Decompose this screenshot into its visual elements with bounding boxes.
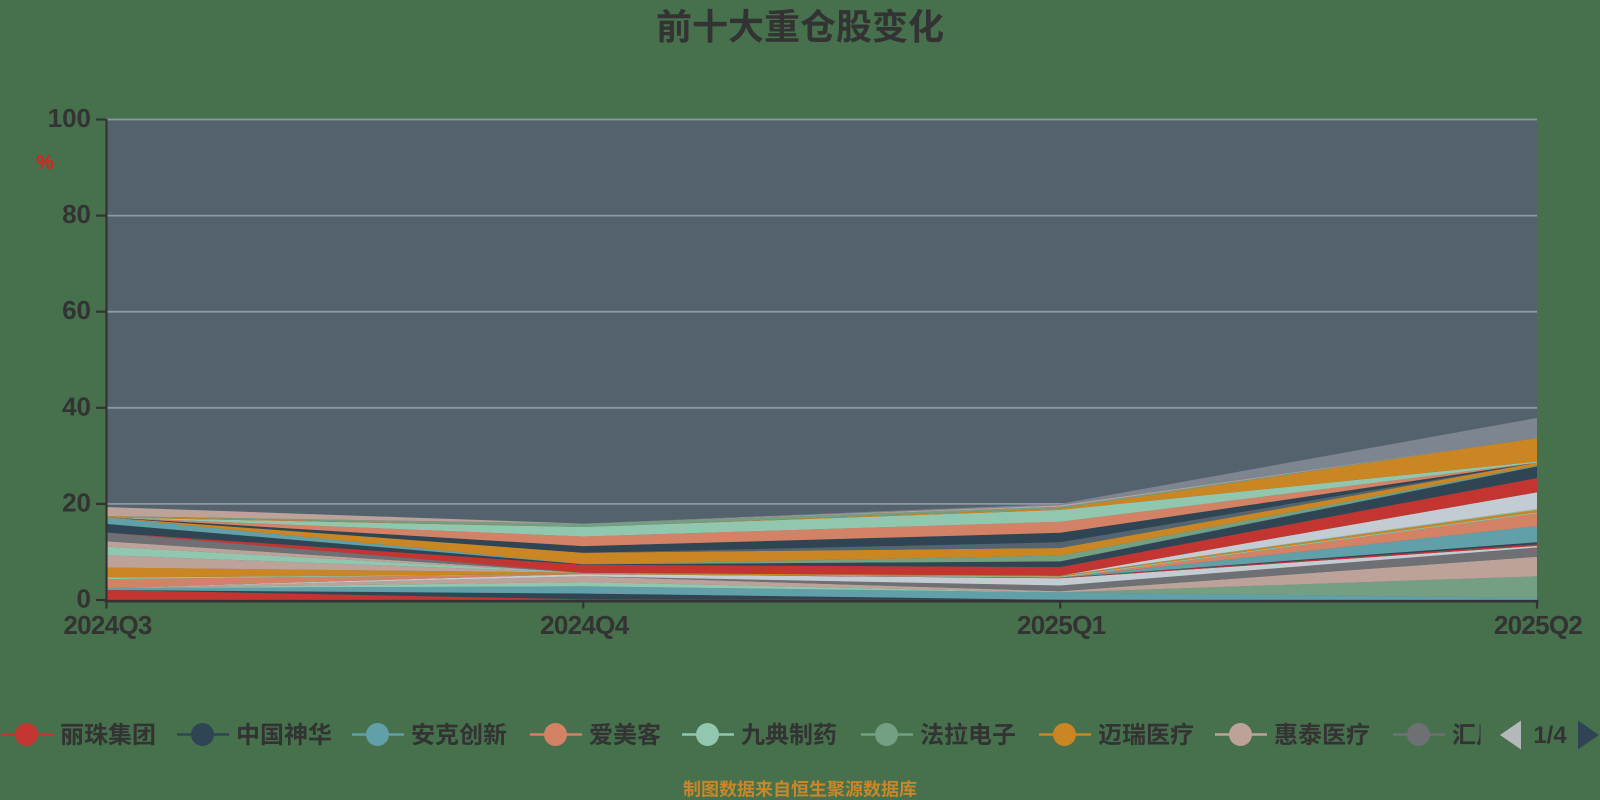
svg-text:1/4: 1/4 <box>1533 722 1567 749</box>
svg-text:60: 60 <box>62 295 91 325</box>
svg-text:%: % <box>36 152 54 174</box>
svg-text:40: 40 <box>62 391 91 421</box>
svg-text:2024Q4: 2024Q4 <box>540 610 630 640</box>
svg-text:20: 20 <box>62 487 91 517</box>
svg-text:2025Q2: 2025Q2 <box>1494 610 1583 640</box>
svg-text:2024Q3: 2024Q3 <box>63 610 152 640</box>
svg-text:100: 100 <box>48 103 91 133</box>
svg-text:2025Q1: 2025Q1 <box>1017 610 1106 640</box>
svg-text:80: 80 <box>62 199 91 229</box>
svg-text:0: 0 <box>77 584 91 614</box>
